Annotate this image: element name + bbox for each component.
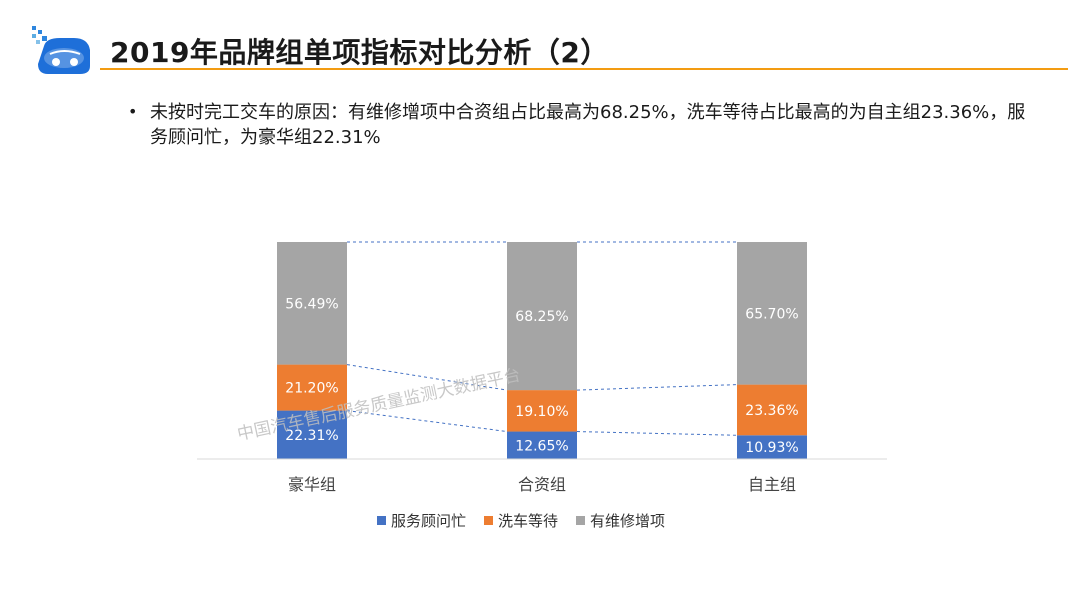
series-line (576, 431, 738, 436)
title-underline (100, 68, 1068, 70)
x-tick-label: 自主组 (748, 475, 796, 494)
data-label: 23.36% (745, 403, 798, 419)
bar-segment (507, 242, 577, 391)
data-label: 22.31% (285, 428, 338, 444)
page-title: 2019年品牌组单项指标对比分析（2） (110, 36, 609, 69)
bar-segment (277, 242, 347, 365)
series-line (576, 384, 738, 391)
bullet-dot-icon: • (128, 102, 138, 121)
x-tick-label: 豪华组 (288, 475, 336, 494)
data-label: 68.25% (515, 309, 568, 325)
data-label: 10.93% (745, 440, 798, 456)
legend-item: 洗车等待 (484, 510, 558, 531)
bullet-point: • 未按时完工交车的原因：有维修增项中合资组占比最高为68.25%，洗车等待占比… (128, 100, 1028, 150)
legend-swatch (484, 516, 494, 525)
data-label: 12.65% (515, 438, 568, 454)
legend-swatch (377, 516, 386, 525)
logo (30, 24, 94, 80)
data-label: 65.70% (745, 306, 798, 322)
chart-legend: 服务顾问忙 洗车等待 有维修增项 (377, 510, 665, 531)
legend-label: 洗车等待 (498, 512, 559, 530)
bar-segment (507, 431, 577, 459)
data-label: 56.49% (285, 296, 338, 312)
series-line (346, 410, 508, 433)
legend-item: 有维修增项 (576, 510, 665, 531)
legend-label: 有维修增项 (590, 512, 666, 530)
bar-segment (507, 390, 577, 432)
data-label: 19.10% (515, 404, 568, 420)
bar-segment (737, 242, 807, 385)
bar-segment (277, 410, 347, 459)
legend-item: 服务顾问忙 (377, 510, 466, 531)
data-label: 21.20% (285, 381, 338, 397)
legend-swatch (576, 516, 586, 525)
bar-segment (737, 435, 807, 459)
bar-segment (737, 384, 807, 436)
bar-segment (277, 364, 347, 411)
bullet-text: 未按时完工交车的原因：有维修增项中合资组占比最高为68.25%，洗车等待占比最高… (150, 102, 1026, 148)
logo-icon (32, 26, 90, 74)
x-tick-label: 合资组 (518, 475, 566, 494)
legend-label: 服务顾问忙 (391, 512, 467, 530)
